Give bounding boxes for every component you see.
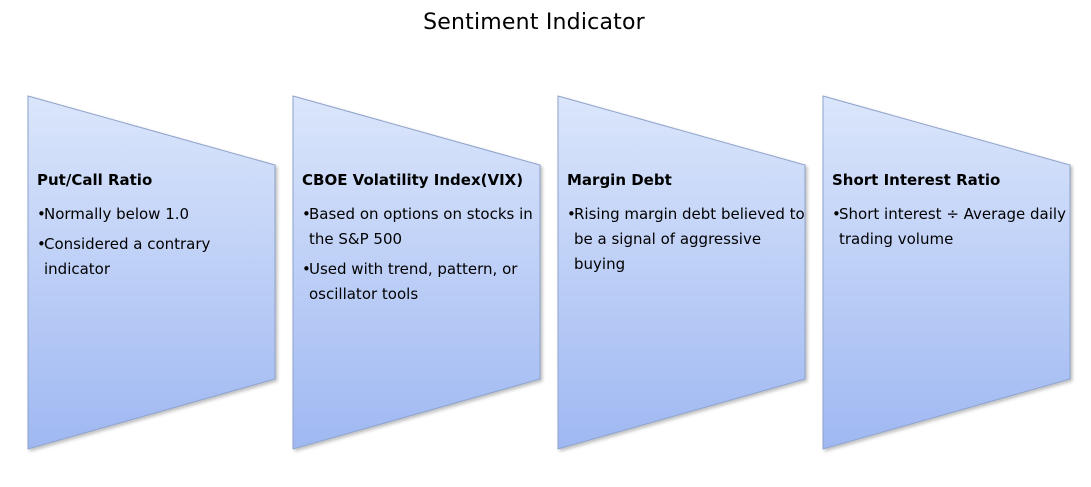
list-item: • Used with trend, pattern, or oscillator…: [302, 257, 542, 307]
panel-cboe-volatility-index: CBOE Volatility Index(VIX) • Based on opt…: [292, 0, 549, 487]
bullet-list: • Normally below 1.0 • Considered a contra…: [37, 202, 277, 282]
bullet-marker: •: [302, 205, 311, 223]
list-item: • Normally below 1.0: [37, 202, 277, 227]
bullet-marker: •: [37, 205, 46, 223]
list-item: • Considered a contrary indicator: [37, 232, 277, 282]
panel-heading: Short Interest Ratio: [832, 171, 1001, 189]
bullet-marker: •: [567, 205, 576, 223]
diagram-title: Sentiment Indicator: [423, 10, 645, 35]
bullet-list: • Short interest ÷ Average daily trading …: [832, 202, 1072, 252]
panel-margin-debt: Margin Debt • Rising margin debt believed…: [557, 0, 814, 487]
panel-heading: CBOE Volatility Index(VIX): [302, 171, 524, 189]
bullet-list: • Rising margin debt believed to be a sig…: [567, 202, 807, 277]
panel-heading: Margin Debt: [567, 171, 672, 189]
panel-shape: [292, 95, 541, 450]
panel-heading: Put/Call Ratio: [37, 171, 153, 189]
panel-content: Margin Debt • Rising margin debt believed…: [567, 171, 807, 282]
panel-put-call-ratio: Put/Call Ratio • Normally below 1.0 • Cons…: [27, 0, 284, 487]
list-item: • Short interest ÷ Average daily trading …: [832, 202, 1072, 252]
list-item: • Based on options on stocks in the S&P 5…: [302, 202, 542, 252]
panel-content: Short Interest Ratio • Short interest ÷ A…: [832, 171, 1072, 257]
panel-shape: [27, 95, 276, 450]
panel-short-interest-ratio: Short Interest Ratio • Short interest ÷ A…: [822, 0, 1079, 487]
list-item: • Rising margin debt believed to be a sig…: [567, 202, 807, 277]
panel-shape: [557, 95, 806, 450]
bullet-marker: •: [832, 205, 841, 223]
panel-shape: [822, 95, 1071, 450]
panel-content: Put/Call Ratio • Normally below 1.0 • Cons…: [37, 171, 277, 287]
bullet-marker: •: [302, 260, 311, 278]
panel-content: CBOE Volatility Index(VIX) • Based on opt…: [302, 171, 542, 312]
bullet-list: • Based on options on stocks in the S&P 5…: [302, 202, 542, 307]
bullet-marker: •: [37, 235, 46, 253]
